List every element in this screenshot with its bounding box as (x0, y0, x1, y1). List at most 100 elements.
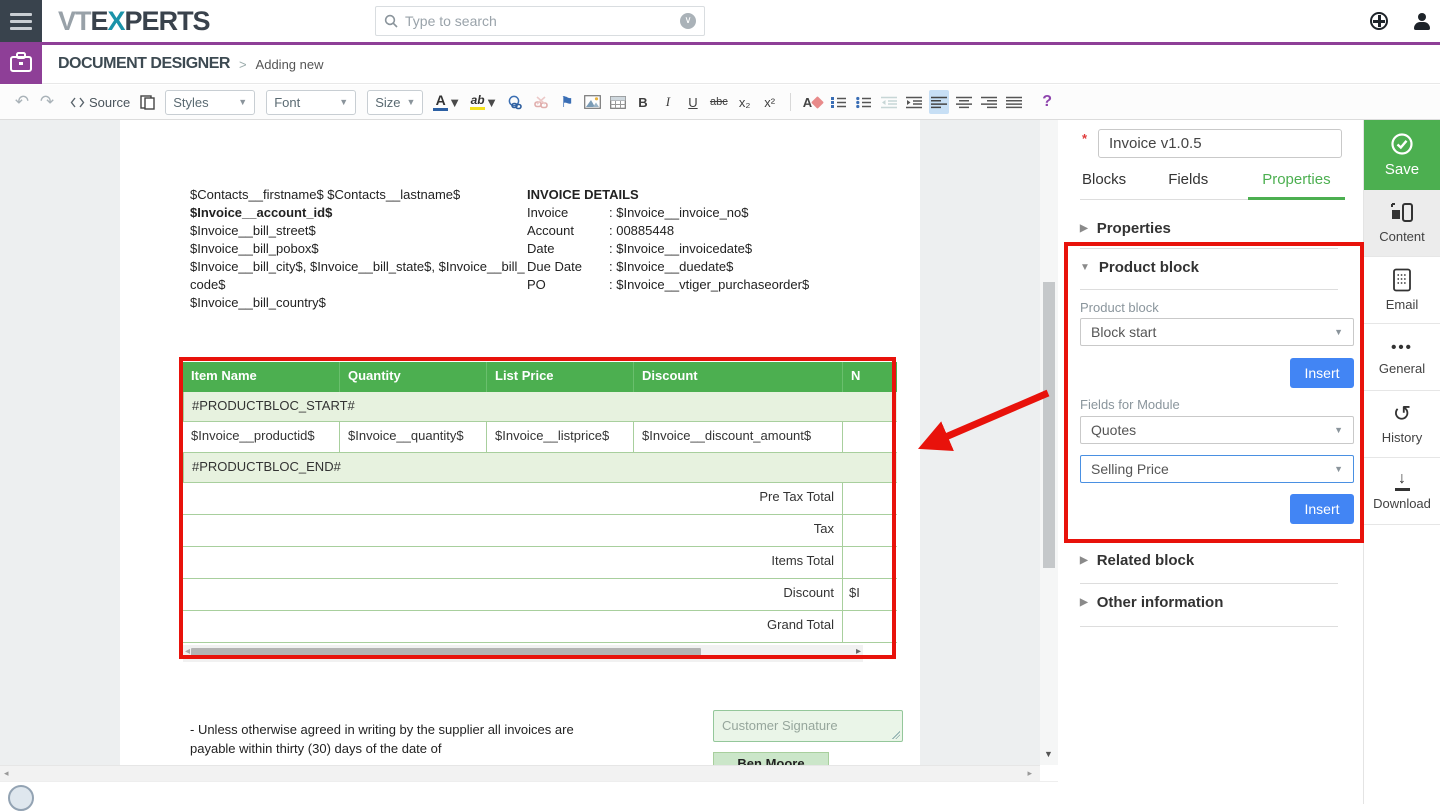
history-button[interactable]: ↺ History (1364, 391, 1440, 458)
align-center-icon[interactable] (954, 90, 974, 114)
bold-button[interactable]: B (638, 94, 648, 110)
scroll-right-icon[interactable]: ▸ (1027, 768, 1032, 778)
scroll-down-icon[interactable]: ▼ (1044, 749, 1053, 759)
section-related-block[interactable]: ▶ Related block (1080, 552, 1195, 569)
product-block-table[interactable]: Item Name Quantity List Price Discount N… (183, 362, 897, 662)
search-input[interactable] (405, 13, 680, 29)
underline-button[interactable]: U (688, 94, 698, 110)
save-button[interactable]: Save (1364, 120, 1440, 190)
table-fields-row: $Invoice__productid$ $Invoice__quantity$… (183, 422, 897, 453)
breadcrumb: DOCUMENT DESIGNER > Adding new (58, 55, 324, 73)
redo-icon[interactable]: ↷ (39, 92, 55, 111)
invoice-details-title: INVOICE DETAILS (527, 187, 639, 202)
editor-horizontal-scrollbar[interactable]: ◂ ▸ (0, 765, 1040, 781)
invoice-details-block[interactable]: INVOICE DETAILS Invoice: $Invoice__invoi… (527, 186, 809, 294)
size-select[interactable]: Size ▼ (367, 89, 424, 115)
content-button[interactable]: Content (1364, 190, 1440, 257)
download-icon: ↓ (1394, 471, 1410, 491)
module-dropdown[interactable]: Quotes ▼ (1080, 416, 1354, 444)
field-listprice: $Invoice__listprice$ (487, 422, 634, 453)
global-search[interactable]: ∨ (375, 6, 705, 36)
section-product-block[interactable]: ▼ Product block (1080, 259, 1199, 276)
total-row: Grand Total (183, 611, 897, 643)
background-color-button[interactable]: ab ▼ (470, 93, 498, 110)
document-page[interactable]: $Contacts__firstname$ $Contacts__lastnam… (120, 120, 920, 765)
logo-part: VT (58, 5, 92, 36)
section-other-information[interactable]: ▶ Other information (1080, 594, 1224, 611)
editor-vertical-scrollbar[interactable]: ▼ (1040, 120, 1058, 765)
signer-name-box[interactable]: Ben Moore (713, 752, 829, 765)
terms-paragraph[interactable]: - Unless otherwise agreed in writing by … (190, 722, 574, 756)
code-icon (70, 97, 85, 107)
productbloc-start-row: #PRODUCTBLOC_START# (183, 392, 897, 422)
divider (1080, 289, 1338, 290)
tab-properties[interactable]: Properties (1248, 165, 1345, 200)
insert-block-button[interactable]: Insert (1290, 358, 1354, 388)
scroll-left-icon[interactable]: ◂ (185, 646, 191, 657)
link-icon[interactable] (505, 90, 526, 114)
vtiger-mini-logo (8, 785, 34, 811)
italic-button[interactable]: I (665, 94, 671, 109)
scrollbar-thumb[interactable] (191, 648, 701, 659)
productbloc-end-row: #PRODUCTBLOC_END# (183, 453, 897, 483)
align-right-icon[interactable] (979, 90, 999, 114)
search-icon (384, 14, 398, 28)
customer-signature-field[interactable]: Customer Signature (713, 710, 903, 742)
logo-part: E (90, 5, 109, 36)
bulleted-list-icon[interactable] (854, 90, 874, 114)
field-dropdown[interactable]: Selling Price ▼ (1080, 455, 1354, 483)
section-properties[interactable]: ▶ Properties (1080, 220, 1171, 237)
search-scope-chevron-icon[interactable]: ∨ (680, 13, 696, 29)
resize-grip-icon[interactable] (892, 731, 900, 739)
address-line: $Invoice__bill_country$ (190, 295, 326, 310)
justify-icon[interactable] (1004, 90, 1024, 114)
breadcrumb-bar: DOCUMENT DESIGNER > Adding new (0, 42, 1440, 84)
breadcrumb-module[interactable]: DOCUMENT DESIGNER (58, 55, 230, 72)
field-productid: $Invoice__productid$ (183, 422, 340, 453)
template-name-input[interactable] (1098, 129, 1342, 158)
editor-toolbar: ↶ ↷ Source Styles ▼ Font ▼ Size ▼ A ▼ ab ▼ ⚑ … (0, 85, 1440, 120)
insert-table-icon[interactable] (608, 90, 628, 114)
font-select[interactable]: Font ▼ (266, 89, 357, 115)
remove-format-icon[interactable]: A (801, 90, 824, 114)
ellipsis-icon: ••• (1391, 338, 1413, 356)
subscript-button[interactable]: x₂ (738, 94, 751, 110)
user-profile-icon[interactable] (1414, 12, 1430, 30)
detail-row: Invoice: $Invoice__invoice_no$ (527, 205, 749, 220)
scroll-right-icon[interactable]: ▸ (855, 646, 861, 657)
align-left-icon[interactable] (929, 90, 950, 114)
billing-address-block[interactable]: $Contacts__firstname$ $Contacts__lastnam… (190, 186, 528, 312)
email-button[interactable]: Email (1364, 257, 1440, 324)
hamburger-menu-icon[interactable] (0, 0, 42, 42)
total-row: Discount $I (183, 579, 897, 611)
anchor-flag-icon[interactable]: ⚑ (560, 94, 574, 111)
styles-select[interactable]: Styles ▼ (165, 89, 256, 115)
scrollbar-thumb[interactable] (1043, 282, 1055, 568)
numbered-list-icon[interactable] (829, 90, 849, 114)
table-horizontal-scrollbar[interactable]: ◂ ▸ (183, 645, 863, 662)
general-button[interactable]: ••• General (1364, 324, 1440, 391)
table-header-row: Item Name Quantity List Price Discount N (183, 362, 897, 392)
text-color-button[interactable]: A ▼ (431, 90, 463, 114)
detail-row: Due Date: $Invoice__duedate$ (527, 259, 734, 274)
fields-for-module-label: Fields for Module (1080, 397, 1180, 412)
insert-image-icon[interactable] (582, 90, 603, 114)
strikethrough-button[interactable]: abc (709, 96, 728, 108)
scroll-left-icon[interactable]: ◂ (4, 768, 9, 778)
source-button[interactable]: Source (68, 90, 132, 114)
help-icon[interactable]: ? (1042, 93, 1052, 110)
quick-create-icon[interactable] (1370, 12, 1388, 30)
undo-icon[interactable]: ↶ (14, 92, 30, 111)
download-button[interactable]: ↓ Download (1364, 458, 1440, 525)
tab-blocks[interactable]: Blocks (1082, 171, 1127, 188)
header-item-name: Item Name (183, 362, 340, 392)
vtexperts-logo: VTEXPERTS (58, 5, 211, 37)
tab-fields[interactable]: Fields (1168, 171, 1209, 188)
increase-indent-icon[interactable] (904, 90, 924, 114)
top-bar: VTEXPERTS ∨ (0, 0, 1440, 42)
superscript-button[interactable]: x² (764, 94, 776, 110)
templates-icon[interactable] (137, 90, 157, 114)
insert-field-button[interactable]: Insert (1290, 494, 1354, 524)
document-designer-module-tile[interactable] (0, 42, 42, 84)
block-start-dropdown[interactable]: Block start ▼ (1080, 318, 1354, 346)
